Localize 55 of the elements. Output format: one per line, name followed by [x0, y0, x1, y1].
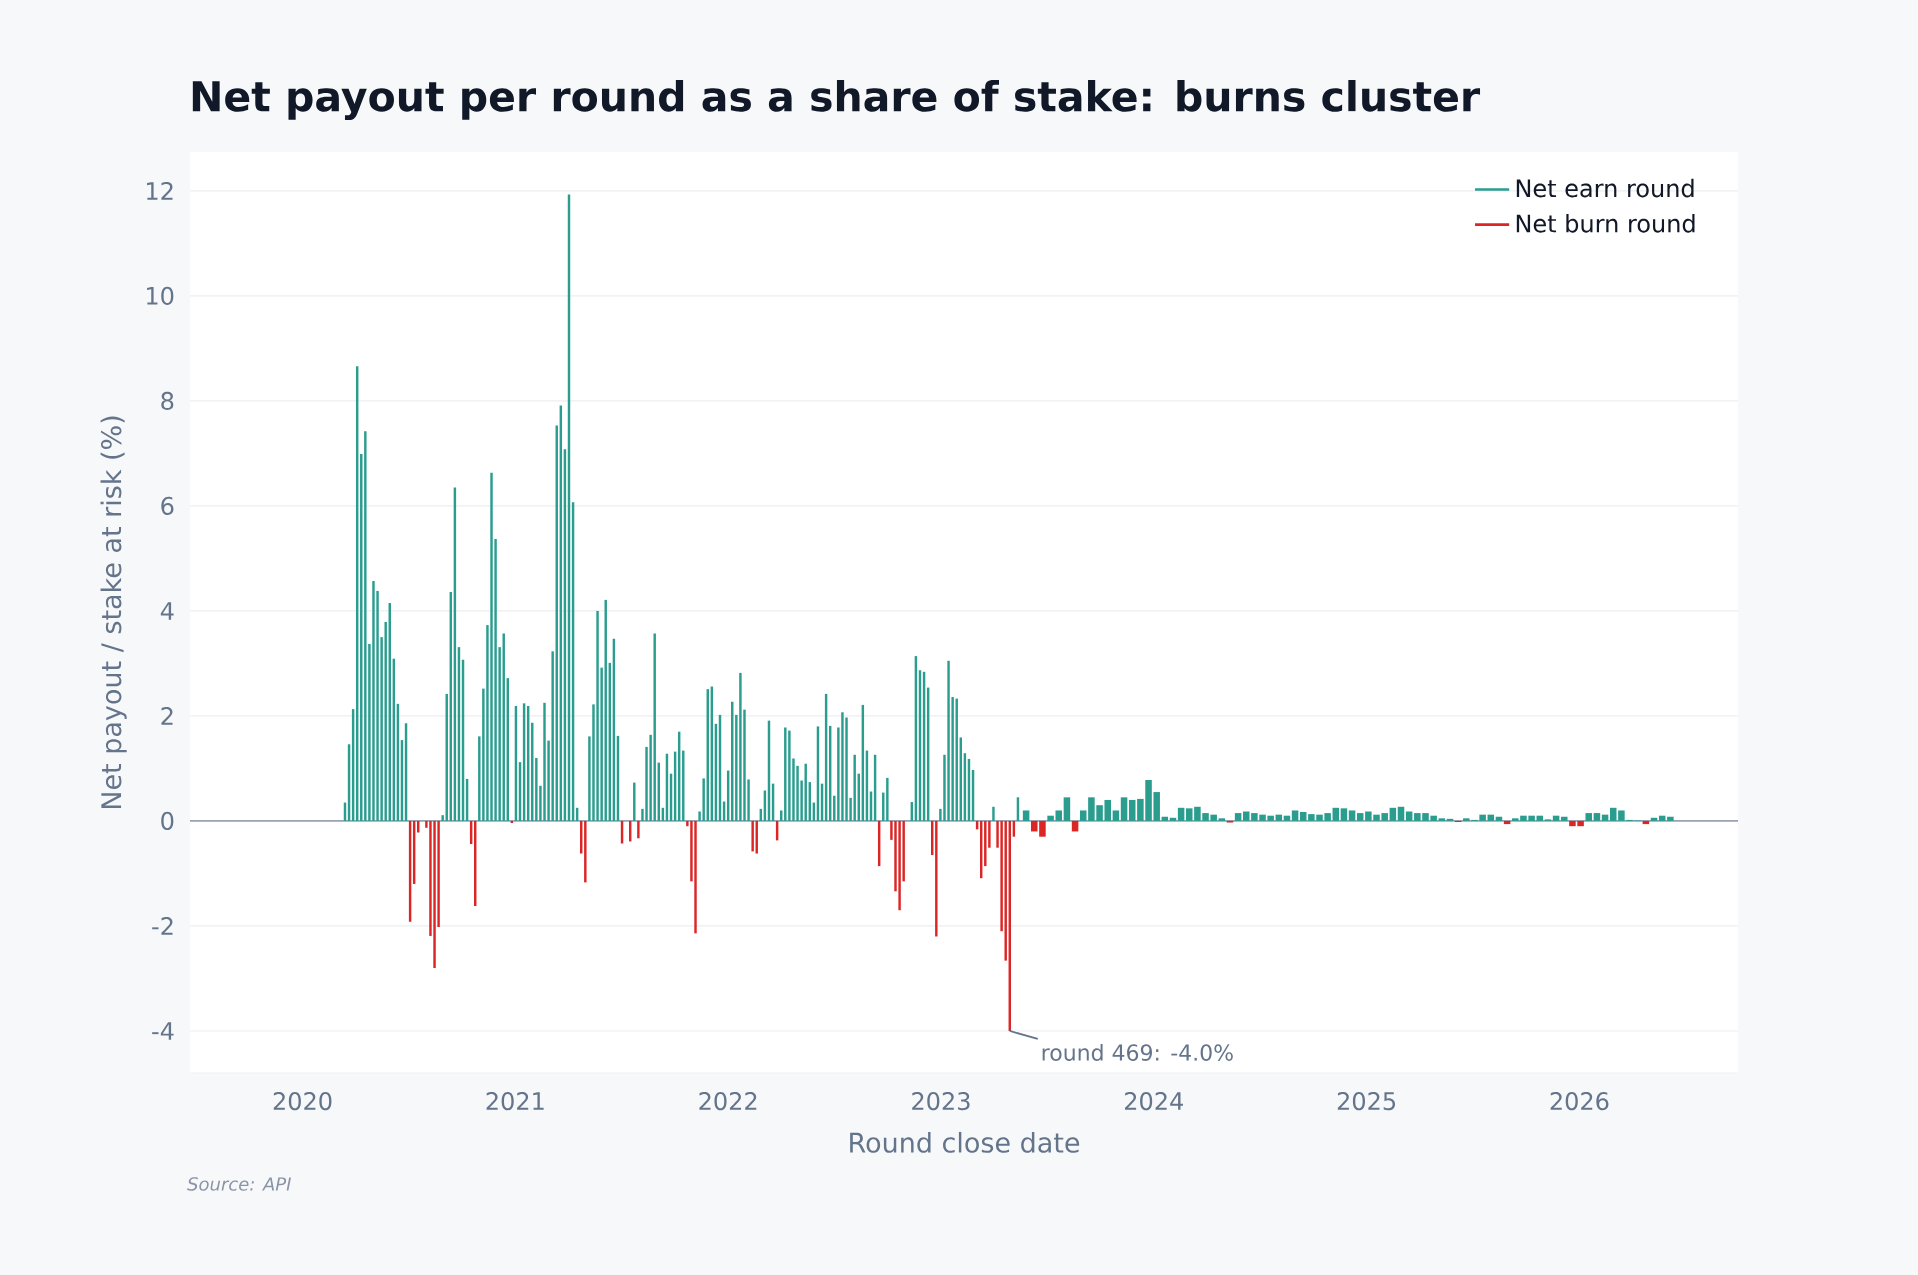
- bar: [535, 757, 538, 821]
- legend-label: Net earn round: [1516, 178, 1694, 198]
- bar: [886, 777, 889, 821]
- bar: [490, 472, 493, 821]
- x-tick-label: 2026: [1550, 1092, 1609, 1111]
- y-tick-label: 4: [160, 602, 174, 620]
- y-tick-label: 12: [147, 181, 173, 200]
- bar: [584, 820, 587, 883]
- y-tick-label: 2: [161, 707, 173, 725]
- bar: [633, 782, 636, 821]
- bar: [788, 730, 791, 821]
- bar: [653, 633, 656, 821]
- bar: [935, 820, 938, 937]
- bar: [433, 820, 436, 968]
- bar: [384, 621, 387, 821]
- bar: [984, 820, 987, 867]
- bar: [372, 580, 375, 821]
- bar: [853, 754, 856, 821]
- bar: [694, 820, 697, 934]
- bar: [596, 610, 599, 821]
- x-tick-label: 2020: [273, 1092, 332, 1111]
- chart-title: Net payout per round as a share of stake: burns cluster: [192, 79, 1481, 120]
- bar: [1004, 820, 1007, 961]
- bar: [992, 806, 995, 821]
- bar: [364, 431, 367, 821]
- x-axis-title: Round close date: [850, 1131, 1080, 1153]
- x-tick-label: 2025: [1337, 1092, 1396, 1111]
- bar: [841, 712, 844, 821]
- y-tick-label: 10: [147, 286, 174, 305]
- y-tick-label: 8: [161, 391, 174, 410]
- x-tick-label: 2024: [1125, 1092, 1183, 1111]
- y-tick-label: -2: [152, 917, 173, 935]
- x-tick-label: 2021: [486, 1092, 544, 1111]
- y-tick-label: 0: [161, 811, 174, 831]
- bar: [441, 815, 444, 821]
- bar: [947, 660, 950, 821]
- bar: [502, 633, 505, 821]
- annotation: round 469: -4.0%: [1042, 1043, 1233, 1061]
- x-tick-label: 2023: [912, 1092, 970, 1111]
- bar: [751, 820, 754, 852]
- bar: [702, 778, 705, 821]
- legend-label: Net burn round: [1516, 214, 1695, 233]
- x-tick-label: 2022: [699, 1092, 757, 1111]
- y-tick-label: 6: [161, 496, 174, 515]
- bar: [955, 698, 958, 821]
- bar: [543, 702, 546, 821]
- bar: [551, 651, 554, 821]
- bar: [784, 727, 787, 821]
- y-tick-label: -4: [152, 1022, 174, 1040]
- bar: [898, 820, 901, 911]
- source-note: Source: API: [187, 1177, 291, 1191]
- bar: [804, 763, 807, 821]
- y-axis-title: Net payout / stake at risk (%): [100, 416, 127, 809]
- bar: [739, 672, 742, 821]
- bar: [637, 820, 640, 839]
